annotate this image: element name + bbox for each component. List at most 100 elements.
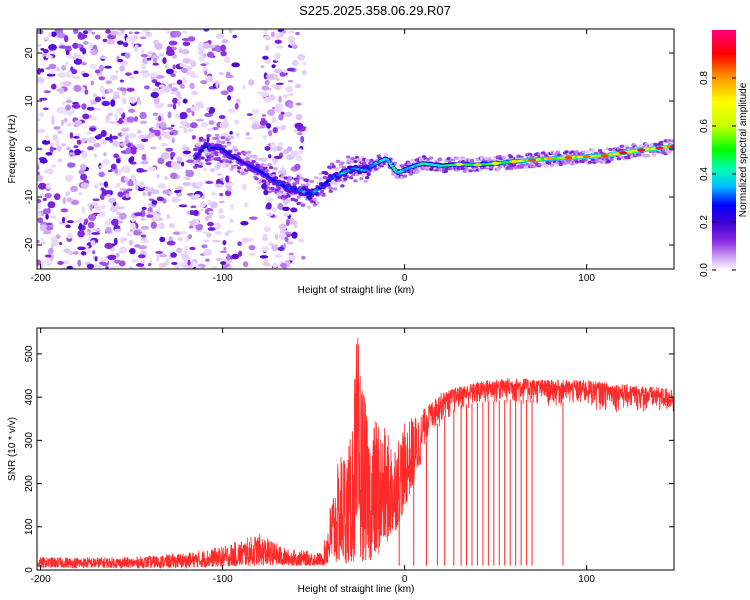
spectrogram-cell: [152, 213, 161, 220]
spectrogram-cell: [170, 73, 176, 77]
spectrogram-cell: [116, 40, 124, 45]
spectrogram-peak: [455, 162, 464, 166]
spectrogram-cell: [205, 232, 212, 238]
spectrogram-cell: [39, 97, 48, 101]
spectrogram-cell: [328, 186, 333, 191]
spectrogram-cell: [59, 241, 63, 246]
spectrogram-cell: [172, 97, 178, 104]
spectrogram-cell: [104, 65, 112, 69]
spectrogram-cell: [90, 202, 99, 206]
spectrogram-cell: [265, 202, 272, 210]
spectrogram-cell: [171, 87, 178, 92]
spectrogram-cell: [80, 251, 87, 256]
spectrogram-peak: [546, 157, 555, 161]
spectrogram-cell: [90, 240, 96, 244]
spectrogram-cell: [55, 234, 61, 240]
spectrogram-cell: [218, 214, 226, 220]
spectrogram-cell: [56, 145, 62, 152]
spectrogram-cell: [594, 159, 600, 163]
spectrogram-cell: [274, 107, 282, 113]
spectrogram-cell: [100, 56, 107, 60]
spectrogram-cell: [87, 221, 95, 229]
spectrogram-cell: [81, 206, 86, 214]
spectrogram-cell: [47, 51, 56, 54]
spectrogram-cell: [63, 35, 69, 43]
spectrogram-cell: [64, 174, 73, 182]
spectrogram-cell: [142, 72, 151, 78]
spectrogram-cell: [128, 157, 133, 163]
spectrogram-cell: [52, 235, 57, 240]
spectrogram-cell: [285, 218, 290, 227]
spectrogram-cell: [194, 155, 199, 158]
spectrogram-cell: [66, 197, 74, 203]
spectrogram-cell: [121, 97, 127, 104]
spectrogram-cell: [391, 166, 396, 170]
spectrogram-cell: [206, 51, 215, 58]
spectrogram-cell: [118, 212, 127, 220]
spectrogram-cell: [154, 129, 161, 137]
spectrogram-cell: [146, 57, 152, 61]
spectrogram-cell: [59, 81, 65, 86]
spectrogram-cell: [153, 97, 160, 105]
spectrogram-cell: [179, 84, 185, 89]
spectrogram-cell: [72, 251, 79, 255]
spectrogram-cell: [198, 136, 204, 140]
spectrogram-cell: [190, 106, 199, 112]
spectrogram-cell: [63, 81, 72, 87]
spectrogram-cell: [62, 260, 70, 265]
spectrogram-cell: [193, 157, 198, 160]
spectrogram-cell: [258, 157, 264, 161]
spectrogram-cell: [49, 70, 55, 75]
spectrogram-cell: [497, 165, 502, 169]
spectrogram-cell: [128, 108, 136, 113]
spectrogram-cell: [228, 160, 233, 164]
spectrogram-cell: [206, 134, 211, 138]
spectrogram-cell: [82, 113, 90, 120]
spectrogram-cell: [211, 266, 217, 269]
spectrogram-cell: [218, 208, 224, 214]
spectrogram-cell: [176, 156, 183, 162]
spectrogram-cell: [195, 265, 202, 269]
spectrogram-cell: [105, 226, 112, 234]
snr-y-label: SNR (10 * v/v): [7, 417, 18, 481]
spectrogram-cell: [158, 84, 165, 88]
y-tick-label: -10: [24, 189, 35, 204]
spectrogram-cell: [64, 61, 69, 67]
spectrogram-cell: [245, 153, 250, 157]
spectrogram-peak: [564, 156, 573, 160]
spectrogram-cell: [71, 107, 75, 115]
spectrogram-cell: [288, 254, 296, 261]
spectrogram-cell: [203, 168, 207, 172]
spectrogram-cell: [202, 53, 208, 58]
spectrogram-cell: [443, 169, 448, 173]
spectrogram-cell: [130, 147, 137, 155]
spectrogram-cell: [158, 53, 165, 57]
spectrogram-peak: [491, 161, 500, 165]
spectrogram-cell: [107, 197, 117, 203]
spectrogram-cell: [268, 242, 274, 246]
spectrogram-cell: [78, 34, 88, 39]
spectrogram-cell: [96, 213, 106, 217]
spectrogram-cell: [283, 243, 287, 249]
spectrogram-cell: [128, 239, 134, 246]
spectrogram-cell: [402, 174, 408, 178]
spectrogram-cell: [285, 241, 294, 245]
spectrogram-cell: [41, 241, 46, 245]
colorbar-axis: 0.0 0.2 0.4 0.6 0.8: [699, 71, 736, 277]
spectrogram-cell: [92, 250, 96, 255]
spectrogram-cell: [263, 29, 268, 35]
spectrogram-cell: [158, 135, 162, 141]
spectrogram-cell: [265, 182, 271, 186]
spectrogram-cell: [187, 154, 192, 159]
spectrogram-cell: [262, 135, 267, 140]
spectrogram-cell: [268, 166, 274, 170]
spectrogram-cell: [619, 144, 625, 148]
spectrogram-cell: [116, 206, 126, 210]
spectrogram-cell: [124, 176, 129, 182]
spectrogram-cell: [196, 159, 201, 163]
spectrogram-cell: [66, 146, 71, 151]
spectrogram-cell: [50, 31, 57, 37]
spectrogram-cell: [198, 56, 205, 62]
spectrogram-cell: [229, 218, 234, 224]
spectrogram-cell: [124, 72, 132, 76]
